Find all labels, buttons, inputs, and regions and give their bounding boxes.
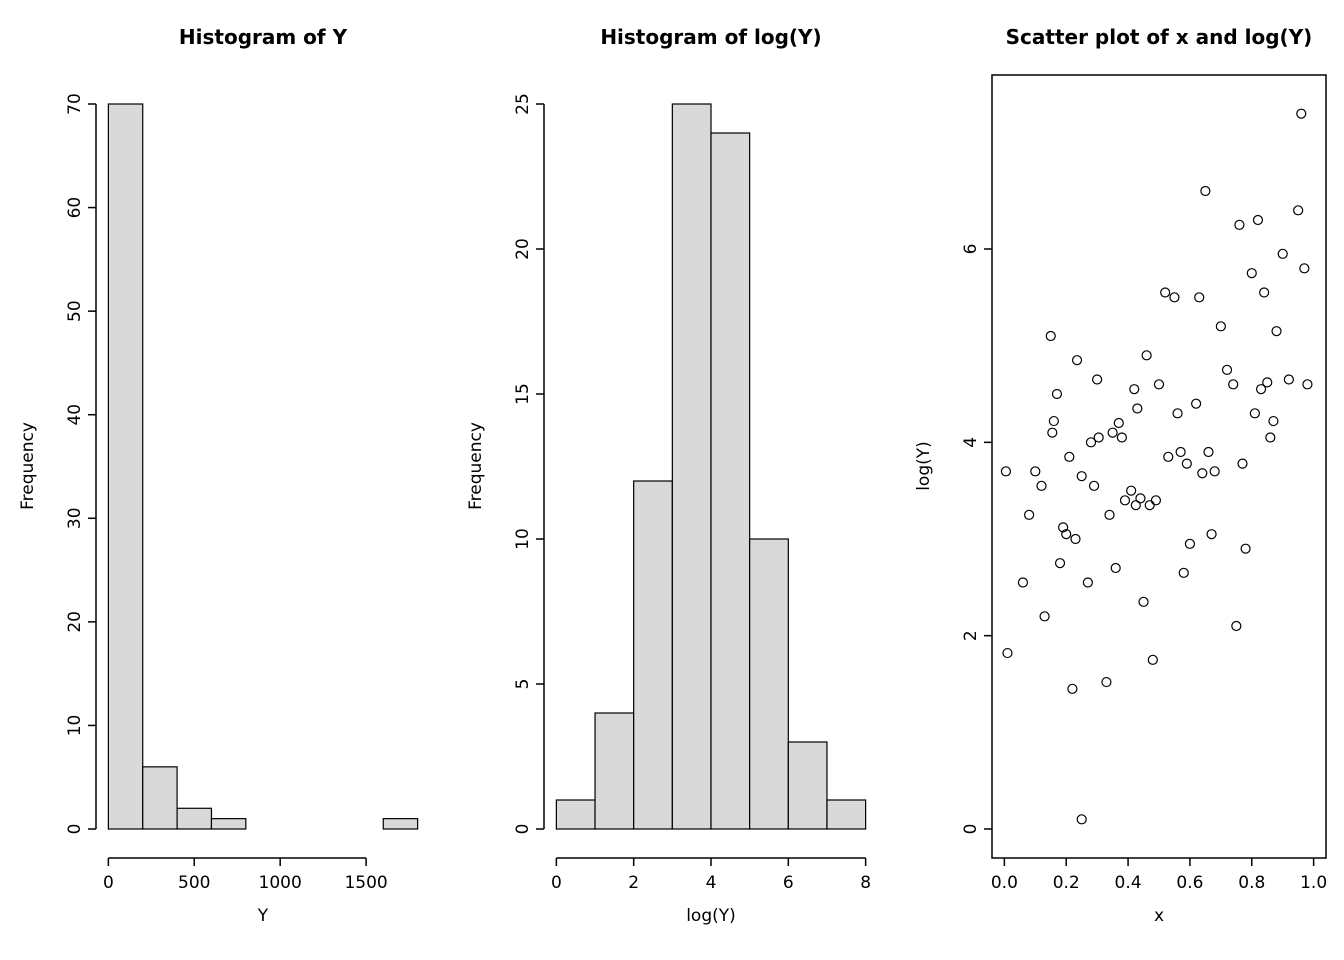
svg-text:0.8: 0.8 — [1238, 873, 1265, 893]
svg-text:0: 0 — [551, 873, 562, 893]
chart-title: Scatter plot of x and log(Y) — [1005, 25, 1313, 49]
svg-text:5: 5 — [513, 679, 533, 690]
svg-text:6: 6 — [783, 873, 794, 893]
svg-text:60: 60 — [65, 197, 85, 219]
panel-histogram-y: 0 500 1000 1500 0 10 20 30 40 50 60 70 Histogram of… — [0, 0, 448, 960]
svg-text:40: 40 — [65, 404, 85, 426]
svg-text:25: 25 — [513, 93, 533, 115]
svg-text:0.6: 0.6 — [1176, 873, 1203, 893]
panel-histogram-logy: 0 2 4 6 8 0 5 10 15 20 25 Histogram of log(Y) Freq… — [448, 0, 896, 960]
svg-text:70: 70 — [65, 93, 85, 115]
svg-text:1.0: 1.0 — [1300, 873, 1327, 893]
scatter-x-logy-plot: 0.0 0.2 0.4 0.6 0.8 1.0 0 2 4 6 — [961, 74, 1327, 893]
x-axis-label: log(Y) — [686, 906, 736, 926]
svg-text:6: 6 — [961, 244, 981, 255]
svg-text:0.4: 0.4 — [1115, 873, 1142, 893]
svg-text:2: 2 — [628, 873, 639, 893]
svg-text:10: 10 — [513, 528, 533, 550]
x-axis-label: Y — [257, 906, 269, 926]
x-axis-label: x — [1153, 906, 1165, 926]
svg-text:50: 50 — [65, 300, 85, 322]
svg-text:4: 4 — [706, 873, 717, 893]
svg-text:10: 10 — [65, 715, 85, 737]
svg-text:0.0: 0.0 — [991, 873, 1018, 893]
panel-scatter-x-logy: 0.0 0.2 0.4 0.6 0.8 1.0 0 2 4 6 Scatter plot of x… — [896, 0, 1344, 960]
svg-text:0: 0 — [65, 824, 85, 835]
svg-text:30: 30 — [65, 507, 85, 529]
y-axis-label: log(Y) — [914, 441, 934, 491]
histogram-y-plot: 0 500 1000 1500 0 10 20 30 40 50 60 70 — [65, 93, 419, 893]
svg-text:0: 0 — [513, 824, 533, 835]
svg-text:0: 0 — [961, 824, 981, 835]
svg-text:500: 500 — [178, 873, 210, 893]
svg-text:20: 20 — [513, 238, 533, 260]
y-axis-label: Frequency — [18, 422, 38, 510]
svg-text:8: 8 — [860, 873, 871, 893]
chart-title: Histogram of Y — [178, 25, 348, 49]
svg-text:2: 2 — [961, 630, 981, 641]
histogram-logy-plot: 0 2 4 6 8 0 5 10 15 20 25 — [513, 93, 871, 893]
svg-text:20: 20 — [65, 611, 85, 633]
y-axis-label: Frequency — [466, 422, 486, 510]
svg-text:4: 4 — [961, 437, 981, 448]
svg-text:0: 0 — [103, 873, 114, 893]
chart-title: Histogram of log(Y) — [600, 25, 822, 49]
svg-text:0.2: 0.2 — [1053, 873, 1080, 893]
svg-text:1500: 1500 — [344, 873, 387, 893]
svg-text:1000: 1000 — [259, 873, 302, 893]
svg-text:15: 15 — [513, 383, 533, 405]
